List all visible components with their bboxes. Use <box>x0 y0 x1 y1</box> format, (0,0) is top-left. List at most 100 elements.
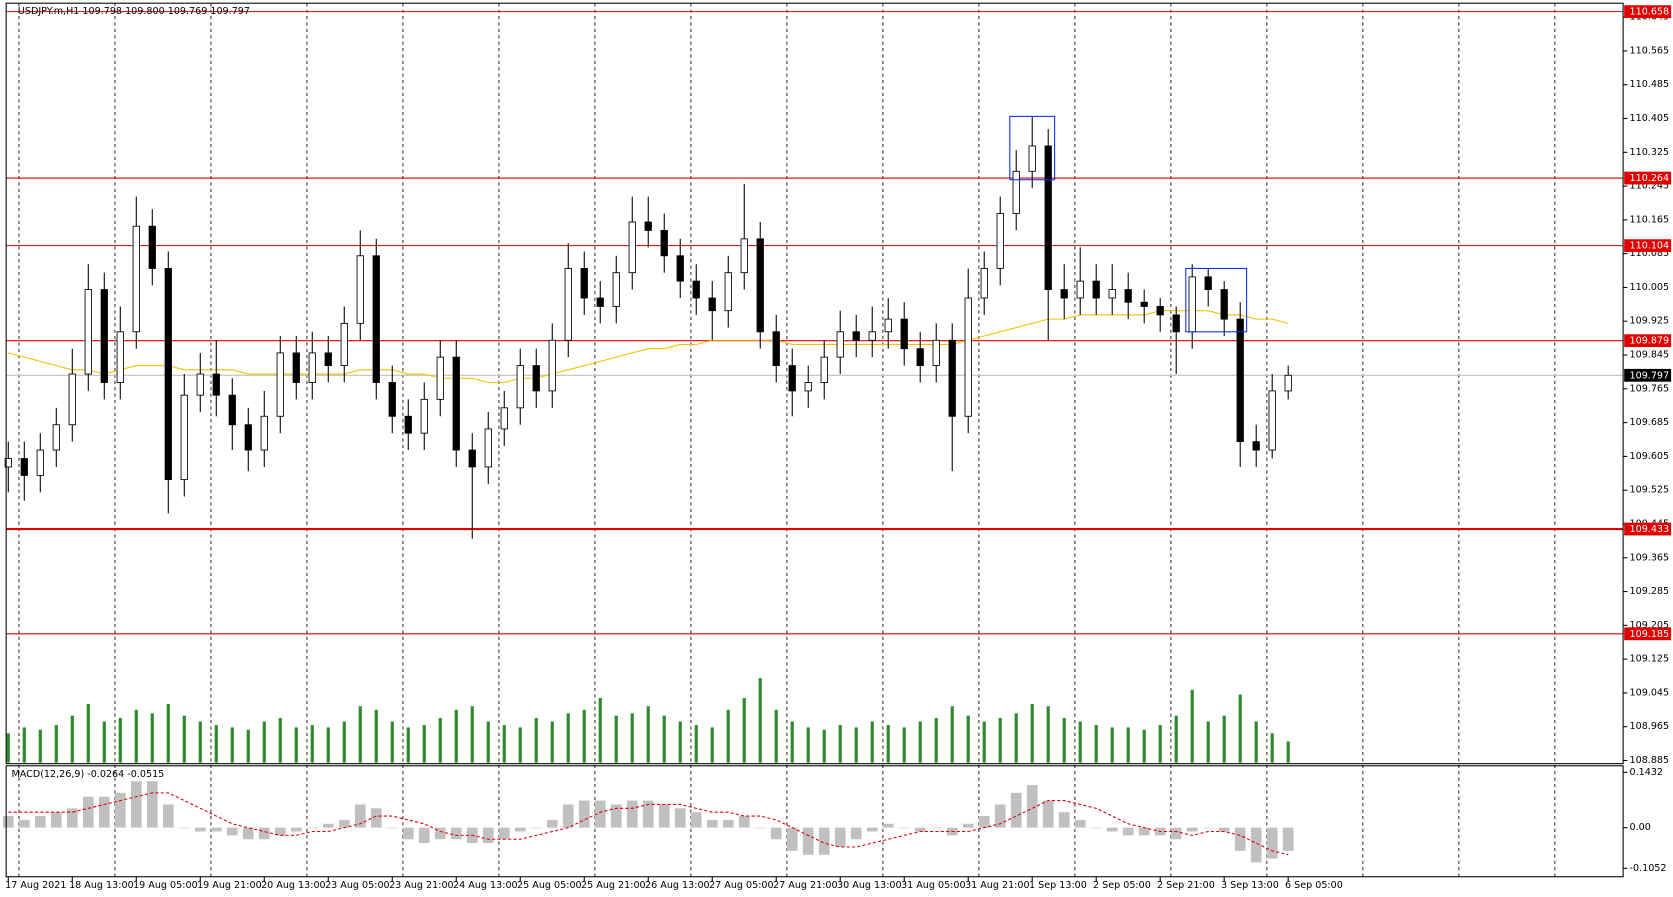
candle-body <box>1044 145 1052 290</box>
volume-bar <box>70 715 74 763</box>
volume-bar <box>950 706 954 763</box>
price-label-box <box>1624 5 1672 19</box>
volume-bar <box>166 703 170 763</box>
volume-bar <box>534 718 538 763</box>
candle-body <box>292 352 300 383</box>
volume-bar <box>598 698 602 763</box>
candle-body <box>164 268 172 481</box>
macd-bar <box>578 800 590 828</box>
macd-bar <box>146 781 158 828</box>
x-tick-label: 27 Aug 05:00 <box>709 880 774 891</box>
candle-body <box>1188 276 1196 333</box>
y-tick-label: 109.525 <box>1630 485 1670 496</box>
candle-body <box>916 348 924 367</box>
volume-bar <box>1270 733 1274 763</box>
candle-body <box>388 382 396 417</box>
macd-bar <box>898 827 910 829</box>
candle-body <box>372 255 380 383</box>
x-tick-label: 19 Aug 21:00 <box>197 880 262 891</box>
candle-body <box>68 373 76 426</box>
macd-bar <box>498 827 510 840</box>
candle-body <box>404 415 412 434</box>
x-tick-label: 31 Aug 05:00 <box>901 880 966 891</box>
candle-body <box>996 213 1004 269</box>
volume-bar <box>1174 715 1178 763</box>
volume-bar <box>358 706 362 763</box>
x-tick-label: 26 Aug 13:00 <box>645 880 710 891</box>
candle-body <box>564 268 572 341</box>
volume-bar <box>54 725 58 763</box>
volume-bar <box>294 727 298 763</box>
macd-bar <box>962 823 974 828</box>
volume-bar <box>630 713 634 763</box>
macd-bar <box>114 792 126 828</box>
candle-body <box>212 373 220 396</box>
candle-body <box>276 352 284 417</box>
volume-bar <box>662 715 666 763</box>
price-label-box <box>1624 522 1672 536</box>
macd-bar <box>370 808 382 828</box>
candle-body <box>340 322 348 367</box>
candle-body <box>1204 276 1212 290</box>
candle-body <box>708 297 716 312</box>
candle-body <box>772 331 780 367</box>
macd-bar <box>1218 827 1230 832</box>
x-tick-label: 2 Sep 05:00 <box>1093 880 1151 891</box>
candle-body <box>836 331 844 358</box>
macd-bar <box>418 827 430 844</box>
macd-bar <box>930 827 942 829</box>
moving-average <box>8 310 1289 384</box>
price-label: 110.264 <box>1630 173 1670 184</box>
macd-bar <box>34 816 46 828</box>
x-tick-label: 18 Aug 13:00 <box>69 880 134 891</box>
candle-body <box>932 339 940 367</box>
candle-body <box>132 225 140 333</box>
macd-bar <box>290 827 302 832</box>
candle-body <box>980 268 988 299</box>
y-tick-label: 109.205 <box>1630 620 1670 631</box>
x-tick-label: 20 Aug 13:00 <box>261 880 326 891</box>
macd-bar <box>850 827 862 840</box>
volume-bar <box>102 721 106 763</box>
x-tick-label: 23 Aug 21:00 <box>389 880 454 891</box>
volume-bar <box>38 729 42 763</box>
price-label: 109.185 <box>1630 629 1670 640</box>
macd-bar <box>1058 812 1070 828</box>
macd-bar <box>786 827 798 851</box>
candle-body <box>1108 289 1116 299</box>
candle-body <box>868 331 876 341</box>
macd-bar <box>722 819 734 828</box>
candle-body <box>84 289 92 375</box>
volume-bar <box>1046 706 1050 763</box>
candle-body <box>964 297 972 417</box>
macd-bar <box>1090 827 1102 829</box>
y-tick-label: 110.565 <box>1630 45 1670 56</box>
chart-title: USDJPY.m,H1 109.798 109.800 109.769 109.… <box>18 6 250 17</box>
candle-body <box>1092 280 1100 299</box>
macd-bar <box>130 781 142 828</box>
volume-bar <box>1238 694 1242 763</box>
volume-bar <box>390 721 394 763</box>
candle-body <box>660 230 668 257</box>
volume-bar <box>1190 689 1194 763</box>
volume-bar <box>86 703 90 763</box>
price-label: 110.658 <box>1630 7 1670 18</box>
macd-signal <box>8 792 1289 856</box>
candle-body <box>116 331 124 383</box>
y-tick-label: 109.125 <box>1630 654 1670 665</box>
volume-bar <box>374 709 378 763</box>
macd-pane-border <box>5 765 1624 878</box>
candle-body <box>1028 145 1036 172</box>
y-tick-label: 109.685 <box>1630 417 1670 428</box>
candle-body <box>52 424 60 451</box>
volume-bar <box>214 725 218 763</box>
x-tick-label: 31 Aug 21:00 <box>965 880 1030 891</box>
candle-body <box>452 356 460 451</box>
macd-bar <box>1202 827 1214 829</box>
candle-body <box>4 458 12 468</box>
volume-bar <box>982 721 986 763</box>
volume-bar <box>230 727 234 763</box>
candle-body <box>644 221 652 231</box>
candle-body <box>36 449 44 476</box>
